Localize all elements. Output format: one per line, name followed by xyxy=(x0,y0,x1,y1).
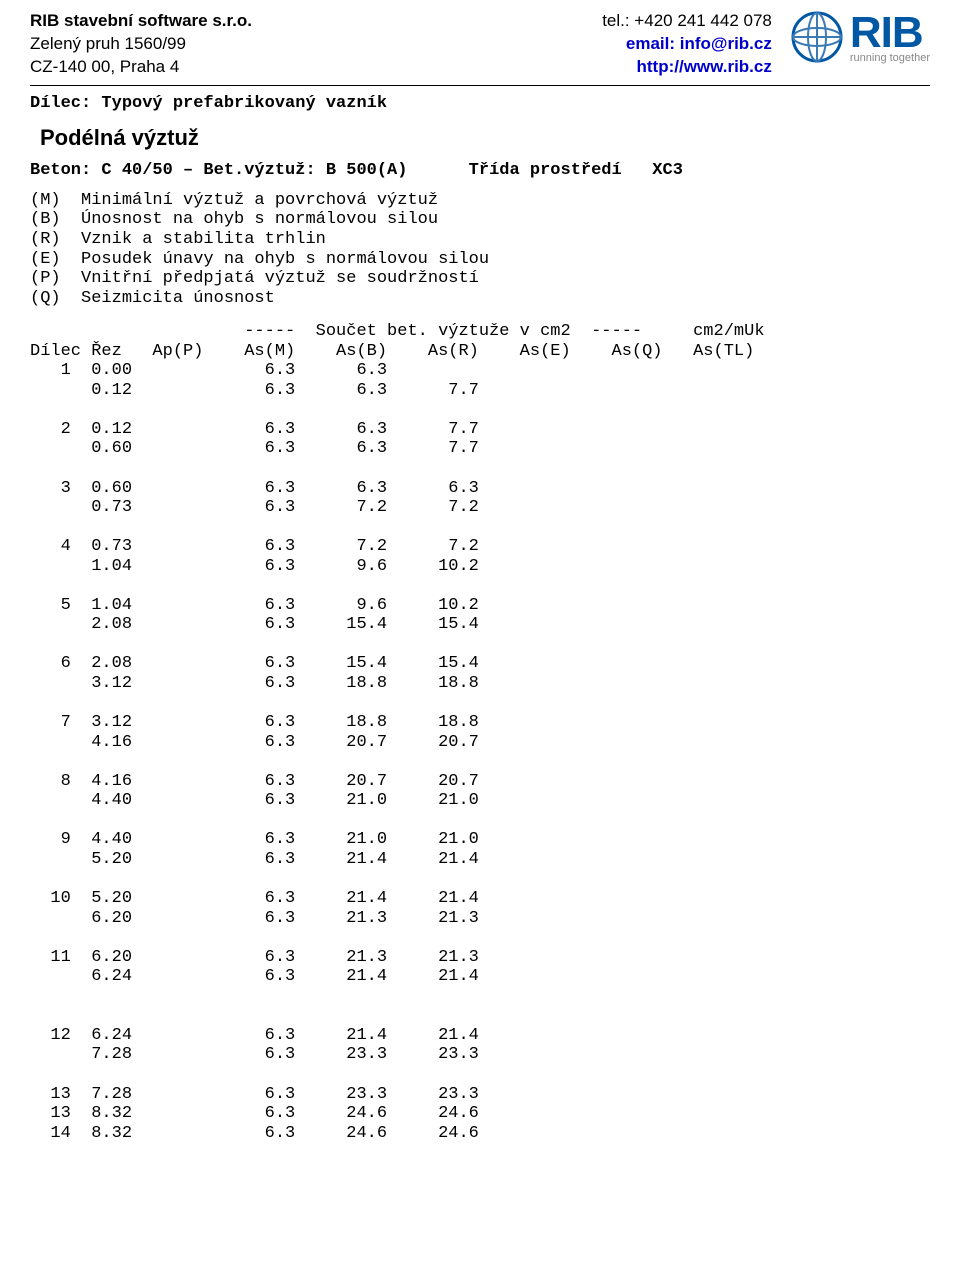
contact-web: http://www.rib.cz xyxy=(602,56,772,79)
contact-block: tel.: +420 241 442 078 email: info@rib.c… xyxy=(602,10,772,79)
legend-block: (M) Minimální výztuž a povrchová výztuž … xyxy=(30,191,930,308)
section-heading: Podélná výztuž xyxy=(40,125,930,151)
data-table: 1 0.00 6.3 6.3 0.12 6.3 6.3 7.7 2 0.12 6… xyxy=(30,361,930,1143)
contact-email: email: info@rib.cz xyxy=(602,33,772,56)
document-header: RIB stavební software s.r.o. Zelený pruh… xyxy=(30,10,930,79)
beton-line: Beton: C 40/50 – Bet.výztuž: B 500(A) Tř… xyxy=(30,161,930,181)
logo-tagline: running together xyxy=(850,53,930,64)
company-block: RIB stavební software s.r.o. Zelený pruh… xyxy=(30,10,252,79)
logo: RIB running together xyxy=(790,10,930,64)
globe-icon xyxy=(790,10,844,64)
contact-tel: tel.: +420 241 442 078 xyxy=(602,10,772,33)
header-separator xyxy=(30,85,930,86)
logo-brand: RIB xyxy=(850,11,923,55)
dilec-title: Dílec: Typový prefabrikovaný vazník xyxy=(30,94,930,114)
table-header-2: Dílec Řez Ap(P) As(M) As(B) As(R) As(E) … xyxy=(30,342,930,362)
company-address-1: Zelený pruh 1560/99 xyxy=(30,33,252,56)
table-header-1: ----- Součet bet. výztuže v cm2 ----- cm… xyxy=(30,322,930,342)
company-address-2: CZ-140 00, Praha 4 xyxy=(30,56,252,79)
company-name: RIB stavební software s.r.o. xyxy=(30,10,252,33)
logo-text: RIB running together xyxy=(850,11,930,64)
